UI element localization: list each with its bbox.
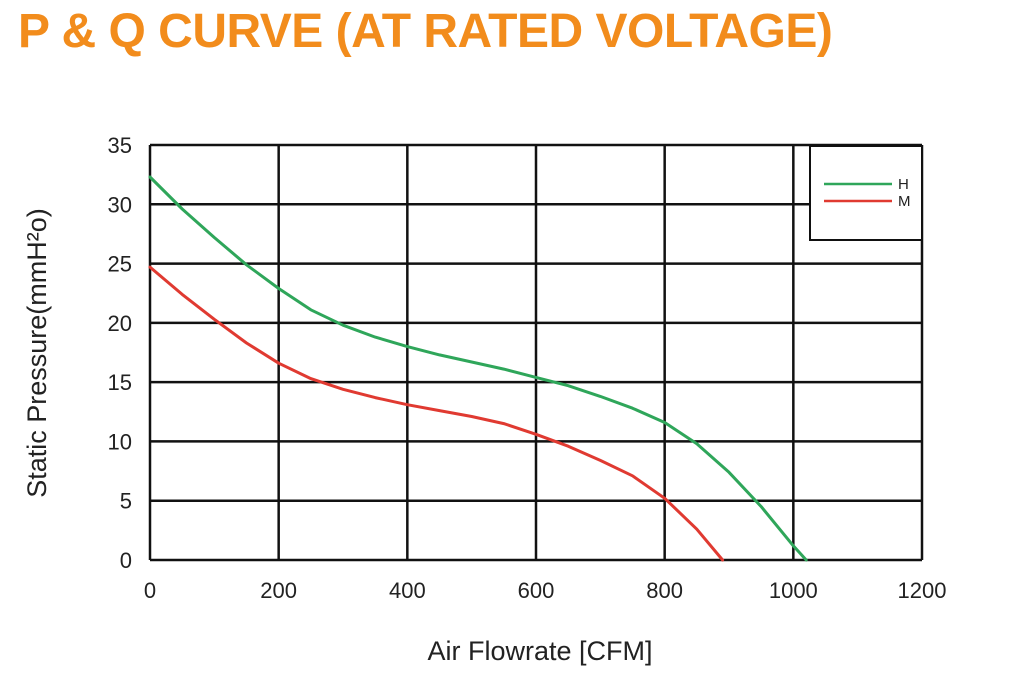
x-tick-label: 600 [518, 578, 555, 603]
curves [148, 175, 808, 562]
series-line-M [148, 265, 725, 562]
legend: HM [809, 145, 923, 241]
legend-label-M: M [898, 193, 911, 210]
y-tick-label: 10 [108, 429, 132, 454]
legend-label-H: H [898, 176, 909, 193]
y-tick-label: 25 [108, 252, 132, 277]
x-tick-label: 1200 [898, 578, 947, 603]
x-tick-label: 200 [260, 578, 297, 603]
tick-labels: 0 200 400 600 800 1000 1200 0 5 10 15 20 25 30 35 [108, 133, 947, 603]
y-tick-label: 20 [108, 311, 132, 336]
legend-box [809, 145, 923, 241]
x-axis-label: Air Flowrate [CFM] [427, 636, 652, 666]
chart-title: P & Q CURVE (AT RATED VOLTAGE) [18, 5, 833, 58]
x-tick-label: 800 [646, 578, 683, 603]
y-axis-label: Static Pressure(mmH²o) [22, 208, 52, 498]
y-tick-label: 5 [120, 489, 132, 514]
grid-lines [148, 143, 924, 562]
x-tick-label: 1000 [769, 578, 818, 603]
y-tick-label: 30 [108, 192, 132, 217]
x-tick-label: 0 [144, 578, 156, 603]
y-tick-label: 35 [108, 133, 132, 158]
y-tick-label: 0 [120, 548, 132, 573]
x-tick-label: 400 [389, 578, 426, 603]
series-line-H [148, 175, 808, 562]
y-tick-label: 15 [108, 370, 132, 395]
